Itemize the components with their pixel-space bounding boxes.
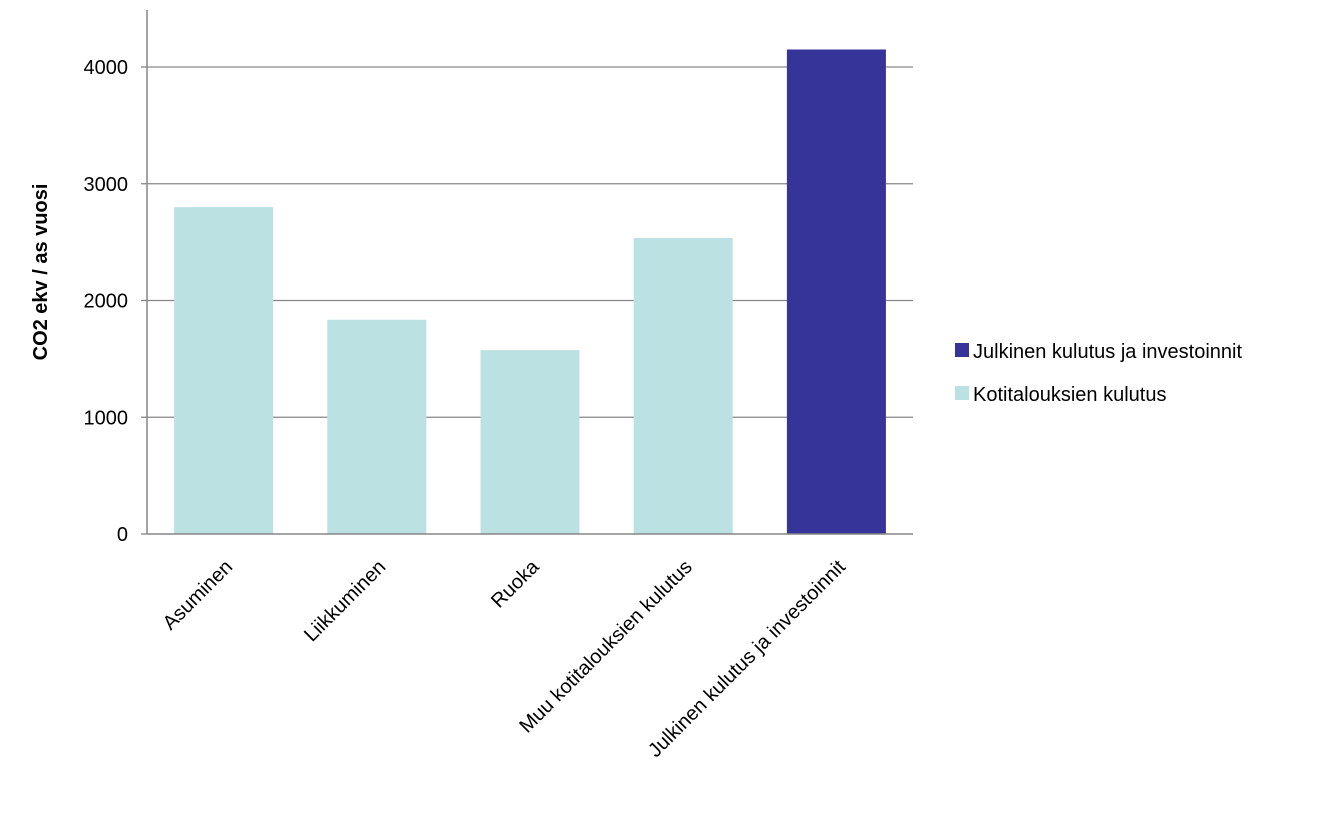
bar xyxy=(174,207,274,534)
legend-swatch xyxy=(955,386,969,400)
y-tick-label: 4000 xyxy=(84,57,129,79)
axes xyxy=(146,10,913,535)
bar xyxy=(633,238,733,534)
y-tick-label: 3000 xyxy=(84,174,129,196)
legend-label: Julkinen kulutus ja investoinnit xyxy=(973,341,1242,363)
x-category-label: Ruoka xyxy=(487,555,544,612)
legend-label: Kotitalouksien kulutus xyxy=(973,384,1166,406)
x-category-label: Muu kotitalouksien kulutus xyxy=(515,556,696,737)
y-tick-label: 0 xyxy=(117,524,128,546)
y-tick-label: 2000 xyxy=(84,291,129,313)
y-tick-labels: 0 1000 2000 3000 4000 xyxy=(84,57,129,546)
bar xyxy=(480,350,580,534)
gridlines xyxy=(141,66,913,535)
x-category-label: Liikkuminen xyxy=(300,556,390,646)
y-axis-title: CO2 ekv / as vuosi xyxy=(30,184,52,361)
y-tick-label: 1000 xyxy=(84,407,129,429)
bars xyxy=(174,49,886,535)
bar xyxy=(786,49,886,535)
legend-swatch xyxy=(955,343,969,357)
bar xyxy=(327,319,427,534)
legend: Julkinen kulutus ja investoinnit Kotitalo… xyxy=(955,341,1242,406)
x-category-label: Asuminen xyxy=(159,556,237,634)
